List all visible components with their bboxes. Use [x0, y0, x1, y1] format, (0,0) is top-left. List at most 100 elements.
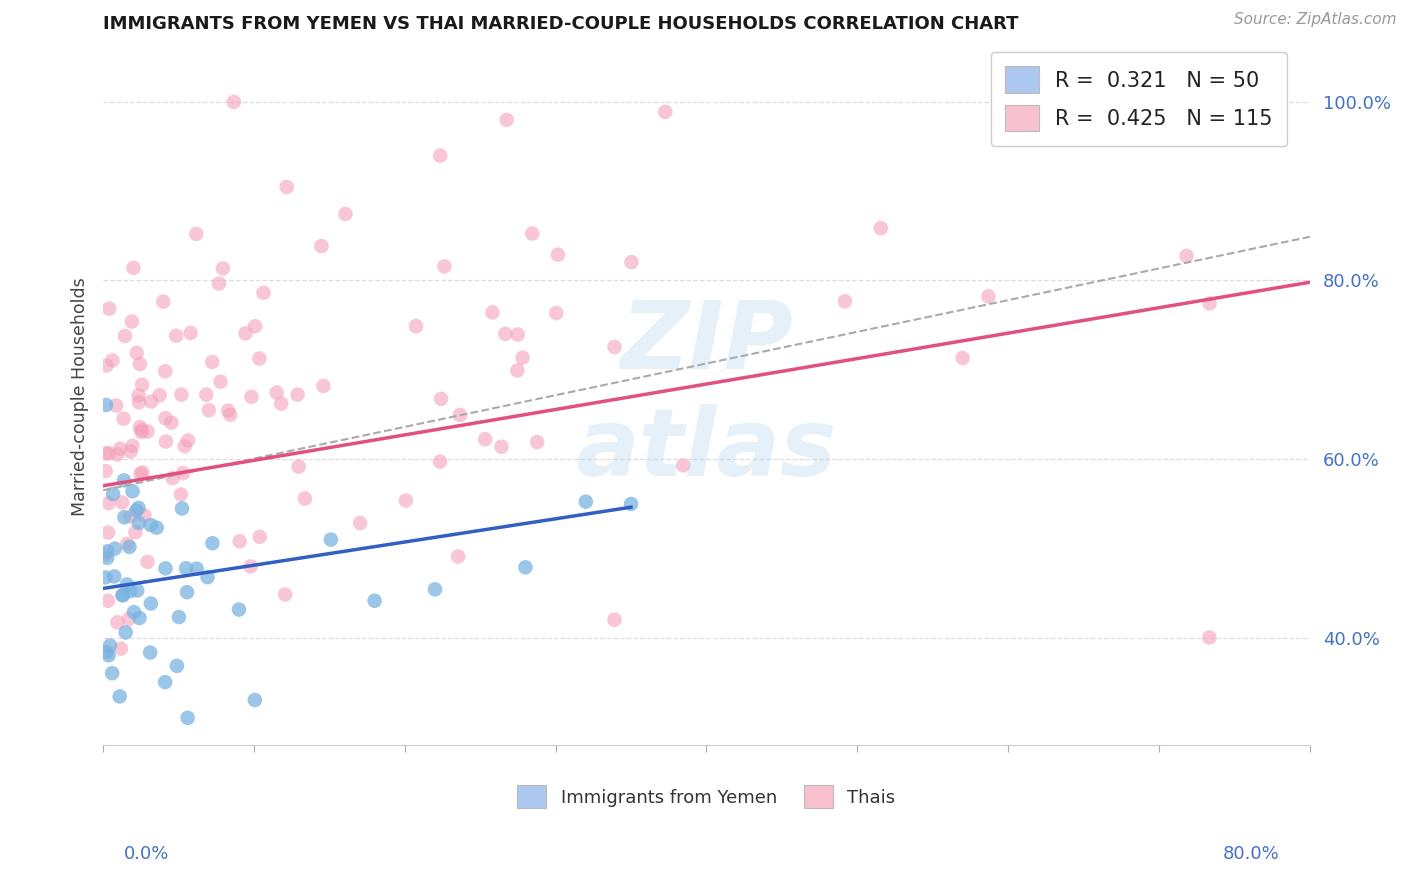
Point	[654, 104, 676, 119]
Text: IMMIGRANTS FROM YEMEN VS THAI MARRIED-COUPLE HOUSEHOLDS CORRELATION CHART: IMMIGRANTS FROM YEMEN VS THAI MARRIED-CO…	[103, 15, 1018, 33]
Point	[115, 537, 138, 551]
Point	[239, 559, 262, 574]
Point	[506, 363, 529, 377]
Point	[176, 711, 198, 725]
Point	[96, 645, 118, 659]
Point	[112, 411, 135, 425]
Point	[128, 611, 150, 625]
Point	[111, 495, 134, 509]
Point	[97, 648, 120, 663]
Point	[125, 346, 148, 360]
Point	[96, 544, 118, 558]
Point	[186, 562, 208, 576]
Point	[174, 561, 197, 575]
Legend: Immigrants from Yemen, Thais: Immigrants from Yemen, Thais	[510, 778, 903, 815]
Point	[128, 395, 150, 409]
Point	[112, 588, 135, 602]
Text: ZIP
atlas: ZIP atlas	[576, 297, 837, 496]
Point	[546, 306, 568, 320]
Point	[201, 536, 224, 550]
Point	[155, 411, 177, 425]
Point	[1198, 631, 1220, 645]
Point	[97, 446, 120, 460]
Point	[186, 227, 208, 241]
Point	[105, 447, 128, 461]
Point	[96, 398, 118, 412]
Point	[128, 388, 150, 402]
Point	[129, 467, 152, 481]
Point	[160, 416, 183, 430]
Point	[94, 446, 117, 460]
Point	[243, 693, 266, 707]
Point	[1175, 249, 1198, 263]
Point	[512, 351, 534, 365]
Point	[180, 326, 202, 340]
Point	[952, 351, 974, 365]
Point	[121, 314, 143, 328]
Point	[515, 560, 537, 574]
Point	[287, 387, 309, 401]
Point	[134, 508, 156, 523]
Text: 0.0%: 0.0%	[124, 845, 169, 863]
Point	[128, 357, 150, 371]
Point	[575, 494, 598, 508]
Point	[276, 180, 298, 194]
Point	[603, 613, 626, 627]
Point	[270, 396, 292, 410]
Point	[235, 326, 257, 341]
Point	[243, 319, 266, 334]
Point	[121, 439, 143, 453]
Point	[101, 666, 124, 681]
Point	[977, 289, 1000, 303]
Point	[96, 550, 118, 565]
Point	[363, 593, 385, 607]
Point	[522, 227, 544, 241]
Point	[131, 423, 153, 437]
Point	[319, 533, 342, 547]
Point	[170, 487, 193, 501]
Point	[547, 247, 569, 261]
Point	[152, 294, 174, 309]
Point	[447, 549, 470, 564]
Text: Source: ZipAtlas.com: Source: ZipAtlas.com	[1233, 12, 1396, 27]
Point	[120, 584, 142, 599]
Point	[101, 487, 124, 501]
Point	[127, 500, 149, 515]
Point	[101, 353, 124, 368]
Y-axis label: Married-couple Households: Married-couple Households	[72, 277, 89, 516]
Point	[155, 561, 177, 575]
Point	[672, 458, 695, 473]
Point	[620, 255, 643, 269]
Point	[128, 516, 150, 530]
Point	[122, 605, 145, 619]
Point	[118, 540, 141, 554]
Point	[155, 364, 177, 378]
Point	[287, 459, 309, 474]
Point	[433, 260, 456, 274]
Point	[94, 464, 117, 478]
Point	[122, 260, 145, 275]
Point	[430, 392, 453, 406]
Point	[121, 484, 143, 499]
Point	[167, 610, 190, 624]
Point	[423, 582, 446, 597]
Point	[139, 646, 162, 660]
Point	[177, 434, 200, 448]
Point	[266, 385, 288, 400]
Point	[118, 612, 141, 626]
Point	[115, 577, 138, 591]
Point	[395, 493, 418, 508]
Point	[429, 148, 451, 162]
Point	[145, 521, 167, 535]
Point	[495, 112, 517, 127]
Point	[195, 387, 218, 401]
Point	[212, 261, 235, 276]
Point	[166, 659, 188, 673]
Point	[312, 379, 335, 393]
Point	[131, 466, 153, 480]
Point	[104, 541, 127, 556]
Point	[311, 239, 333, 253]
Point	[247, 351, 270, 366]
Point	[98, 301, 121, 316]
Point	[97, 496, 120, 510]
